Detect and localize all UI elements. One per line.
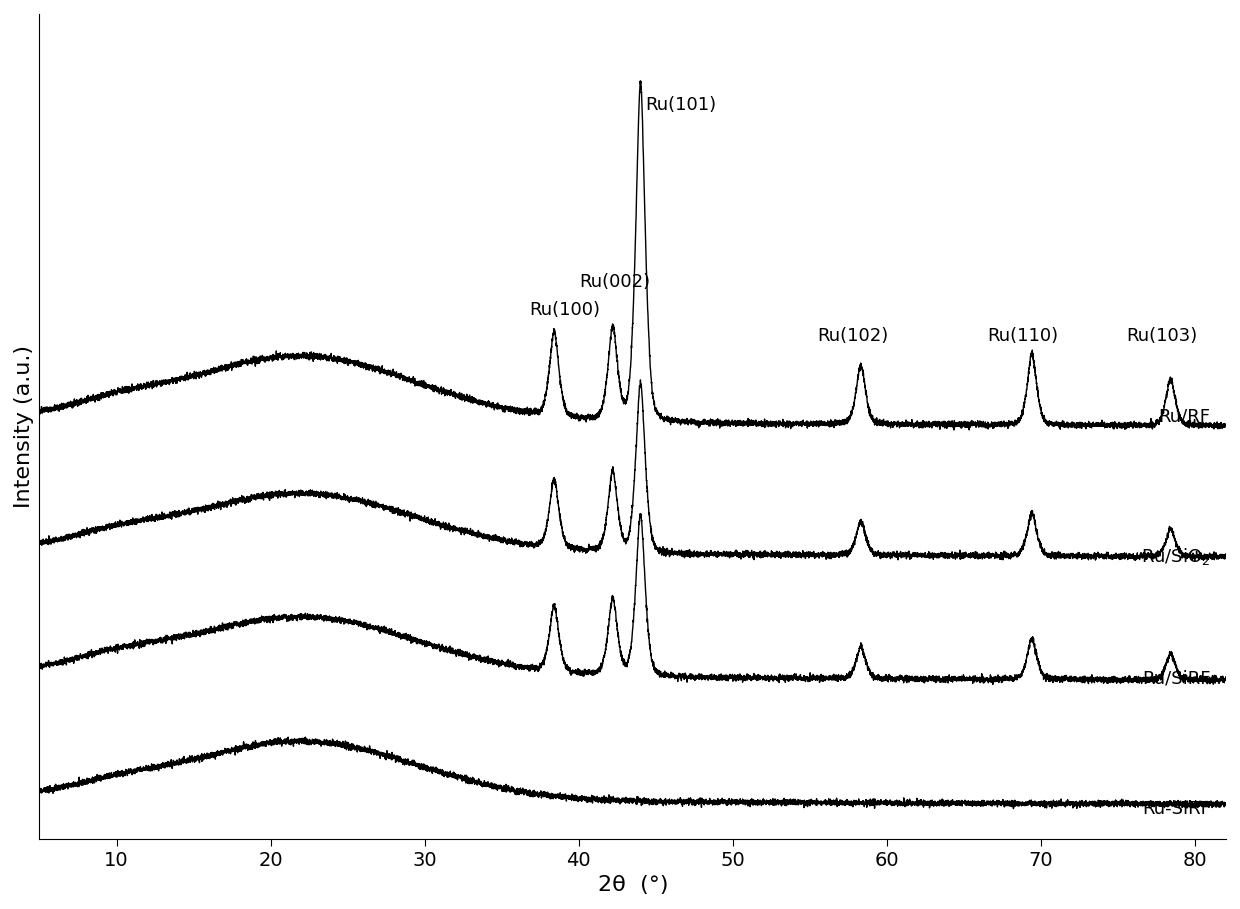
Y-axis label: Intensity (a.u.): Intensity (a.u.)	[14, 345, 33, 508]
X-axis label: 2θ  (°): 2θ (°)	[598, 875, 668, 895]
Text: Ru(103): Ru(103)	[1126, 327, 1197, 345]
Text: Ru/SiRF: Ru/SiRF	[1142, 669, 1210, 687]
Text: Ru(002): Ru(002)	[579, 274, 650, 292]
Text: Ru(102): Ru(102)	[817, 327, 889, 345]
Text: Ru(101): Ru(101)	[645, 96, 717, 115]
Text: Ru/SiO$_2$: Ru/SiO$_2$	[1141, 545, 1210, 567]
Text: Ru(100): Ru(100)	[529, 301, 600, 319]
Text: Ru/RF: Ru/RF	[1158, 407, 1210, 425]
Text: Ru(110): Ru(110)	[987, 327, 1059, 345]
Text: Ru-SiRF: Ru-SiRF	[1142, 800, 1210, 818]
